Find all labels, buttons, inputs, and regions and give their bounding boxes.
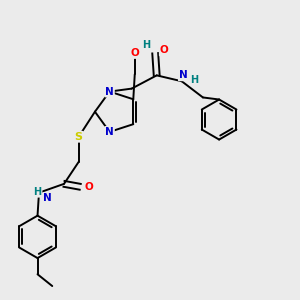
Text: H: H — [190, 75, 198, 85]
Text: N: N — [105, 127, 114, 137]
Text: N: N — [44, 193, 52, 203]
Text: O: O — [160, 45, 168, 55]
Text: O: O — [85, 182, 93, 192]
Text: O: O — [130, 48, 139, 58]
Text: S: S — [75, 132, 83, 142]
Text: H: H — [34, 187, 42, 197]
Text: N: N — [105, 87, 114, 97]
Text: H: H — [142, 40, 150, 50]
Text: N: N — [179, 70, 188, 80]
